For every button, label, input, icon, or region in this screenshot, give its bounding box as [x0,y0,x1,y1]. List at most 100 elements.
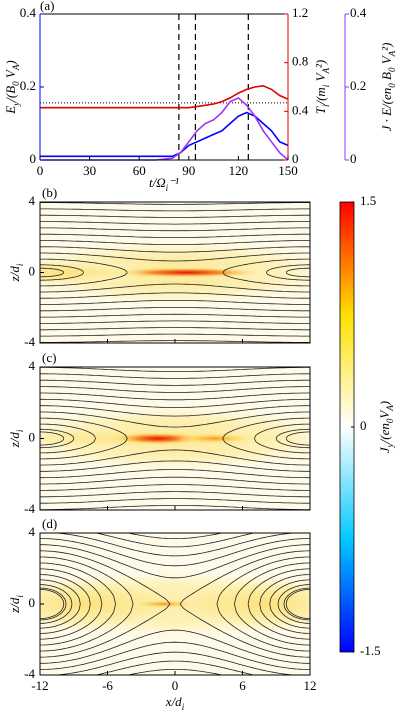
field-line [40,264,85,281]
field-line [40,267,65,278]
field-line [40,469,310,479]
label-part: i [182,702,185,712]
field-line [234,562,310,646]
y-tick-label: 0 [29,429,36,444]
y-axis-label: Ey/(B0 VA) [3,60,21,114]
x-tick-label: 120 [229,163,249,178]
field-line [40,550,171,658]
field-line [259,574,310,634]
field-line [40,367,310,372]
label-part: A [321,67,331,74]
current-blob [113,432,204,445]
data-line [40,111,289,158]
y2-tick-label: 0.4 [292,102,309,117]
y3-axis-label: J · E/(en0 B0 VA²) [379,43,397,132]
field-line [40,386,310,393]
field-line [40,347,310,349]
field-line [40,233,310,238]
field-line [265,264,310,281]
y-tick-label: 4 [29,358,36,373]
label-part: i [15,263,25,266]
y3-tick-label: 0 [350,151,357,166]
current-blob [175,433,254,444]
field-line [40,208,310,212]
x-tick-label: 12 [304,678,317,693]
panel-label: (a) [40,0,54,13]
x-tick-label: 6 [239,678,246,693]
field-line [40,562,116,646]
label-part: ²) [379,43,394,51]
field-line [40,196,310,198]
label-part: T [313,106,328,114]
field-line [216,556,310,652]
label-part: i [15,595,25,598]
label-part: B [379,72,394,83]
field-line [40,283,310,293]
field-line [40,538,310,567]
label-part: V [313,71,328,84]
y-tick-label: 0 [29,263,36,278]
field-line [40,584,73,624]
label-part: J · E/(en [379,88,394,132]
y-tick-label: 4 [29,524,36,539]
y-tick-label: 4 [29,193,36,208]
field-line [51,651,299,675]
label-part: V [3,68,18,81]
panel-label: (b) [42,185,57,200]
field-line [40,373,310,379]
field-line [40,292,310,299]
heatmap [40,367,310,516]
field-line [40,498,310,504]
label-part: z/d [7,597,22,614]
field-line [40,544,310,579]
field-line [40,221,310,225]
label-part: i [15,429,25,432]
field-line [222,258,310,287]
x-tick-label: 30 [83,163,96,178]
field-line [94,660,256,675]
field-line [40,449,310,466]
field-line [40,484,310,491]
field-line [40,568,103,640]
label-part: y [385,443,395,448]
x-tick-label: 90 [182,163,195,178]
current-blob [113,267,260,278]
field-line [40,512,310,516]
y2-tick-label: 0.8 [292,54,308,69]
label-part: V [379,54,394,67]
colorbar-tick-label: -1.5 [360,643,381,658]
x-axis-label: x/di [165,694,185,712]
field-line [40,587,67,621]
y-axis-label: z/di [7,595,25,614]
field-line [40,428,75,449]
field-line [126,533,224,539]
field-line [40,491,310,498]
x-tick-label: 150 [278,163,298,178]
current-blob [132,600,195,608]
colorbar-tick-label: 0 [360,418,367,433]
y-tick-label: 0.4 [20,5,37,20]
field-line [40,556,134,652]
y2-tick-label: 0 [292,151,299,166]
x-tick-label: -12 [31,678,48,693]
heatmap [40,196,310,349]
y2-axis-label: Ti/(mi VA²) [313,60,331,115]
field-line [285,431,310,446]
field-line [40,589,65,619]
field-line [275,428,310,449]
x-tick-label: -6 [102,678,113,693]
x-tick-label: 60 [133,163,146,178]
y-tick-label: -4 [24,501,35,516]
field-line [40,411,310,428]
label-part: i [166,183,169,193]
field-line [40,505,310,510]
label-part: z/d [7,432,22,449]
field-line [283,587,310,621]
label-part: ²) [313,60,328,68]
field-line [40,379,310,386]
field-line [40,258,128,287]
label-part: 0 [11,81,21,86]
panel-label: (d) [42,516,57,531]
panel-label: (c) [42,350,56,365]
